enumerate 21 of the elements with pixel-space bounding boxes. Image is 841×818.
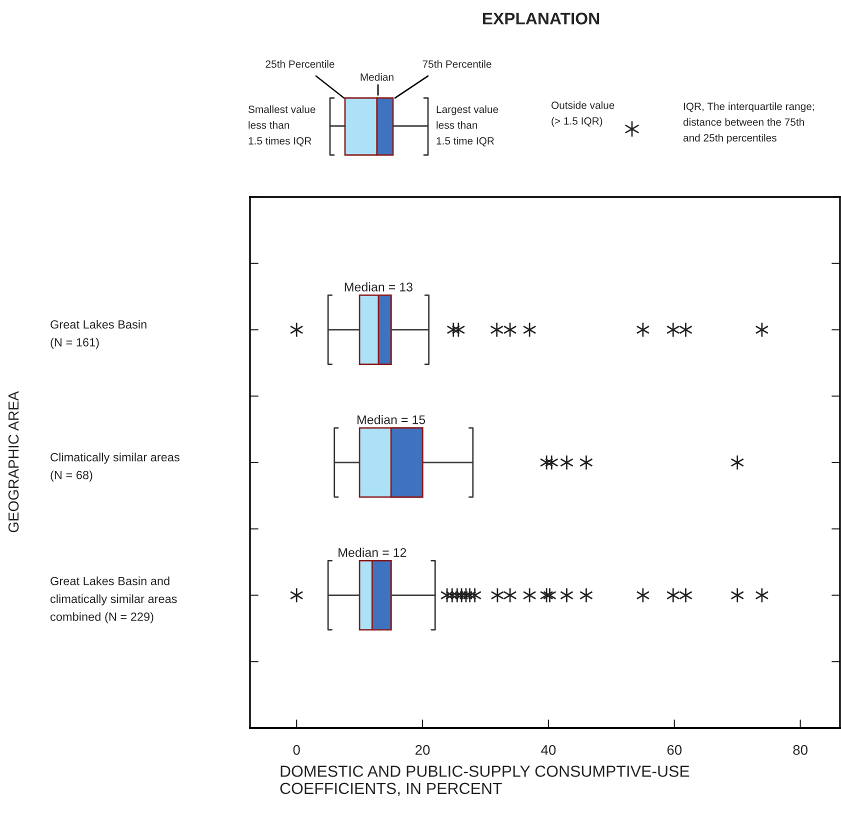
y-axis-title: GEOGRAPHIC AREA [8,391,19,532]
text: Outside value (> 1.5 IQR) [551,101,614,127]
y-tick-label: Great Lakes Basin (N = 161) [50,320,146,349]
chart-title: EXPLANATION [483,12,599,24]
annotation: Median = 15 [358,415,426,424]
x-tick-label: 80 [793,745,808,755]
annotation: Median = 13 [344,282,412,292]
text: Largest value less than 1.5 time IQR [436,105,498,146]
y-tick-label: Great Lakes Basin and climatically similar areas combined (N = 229) [50,576,177,624]
x-tick-label: 60 [667,745,682,755]
text: 25th Percentile [266,60,334,68]
text: Smallest value less than 1.5 times IQR [248,105,316,146]
x-tick-label: 20 [416,745,430,755]
text: Median [360,73,394,81]
x-tick-label: 0 [293,745,300,755]
x-tick-label: 40 [541,745,556,755]
y-tick-label: Climatically similar areas (N = 68) [50,452,180,482]
text: 75th Percentile [422,60,492,68]
text: IQR, The interquartile range; distance between the 75th and 25th percentiles [683,102,814,144]
x-axis-title: DOMESTIC AND PUBLIC-SUPPLY CONSUMPTIVE-USE COEFFICIENTS, IN PERCENT [280,766,690,796]
annotation: Median = 12 [338,548,406,557]
